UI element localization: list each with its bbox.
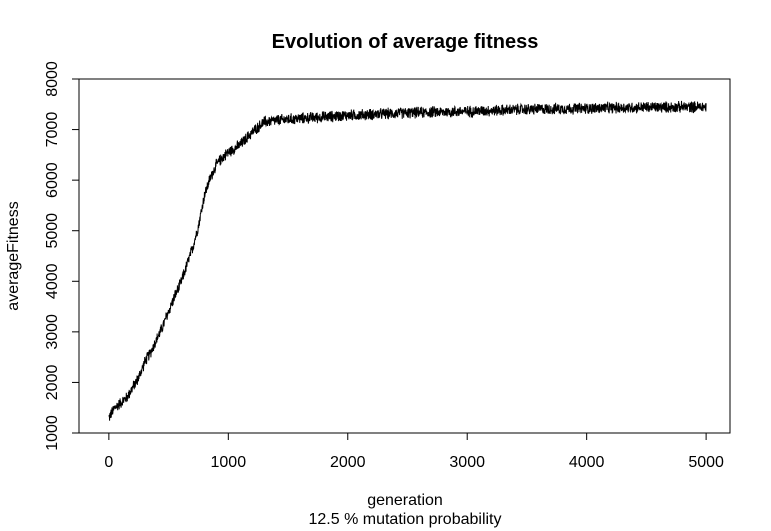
x-tick-label: 0 [104,454,113,471]
y-tick-label: 8000 [44,61,61,97]
chart-title: Evolution of average fitness [272,31,539,53]
x-axis-label: generation [367,492,443,509]
y-axis-label: averageFitness [5,201,22,310]
fitness-series-line [108,100,707,421]
x-tick-label: 2000 [330,454,366,471]
y-tick-label: 6000 [44,162,61,198]
y-tick-label: 5000 [44,213,61,249]
x-tick-label: 1000 [211,454,247,471]
x-tick-label: 4000 [569,454,605,471]
x-tick-label: 5000 [688,454,724,471]
y-tick-label: 2000 [44,365,61,401]
x-tick-label: 3000 [449,454,485,471]
y-tick-label: 1000 [44,415,61,451]
plot-frame [78,78,731,434]
x-axis: 0 1000 2000 3000 4000 5000 [104,432,724,471]
y-axis: 1000 2000 3000 4000 5000 6000 7000 8000 [44,61,80,451]
y-tick-label: 4000 [44,263,61,299]
y-tick-label: 3000 [44,314,61,350]
chart-subtitle: 12.5 % mutation probability [309,511,502,528]
y-tick-label: 7000 [44,112,61,148]
